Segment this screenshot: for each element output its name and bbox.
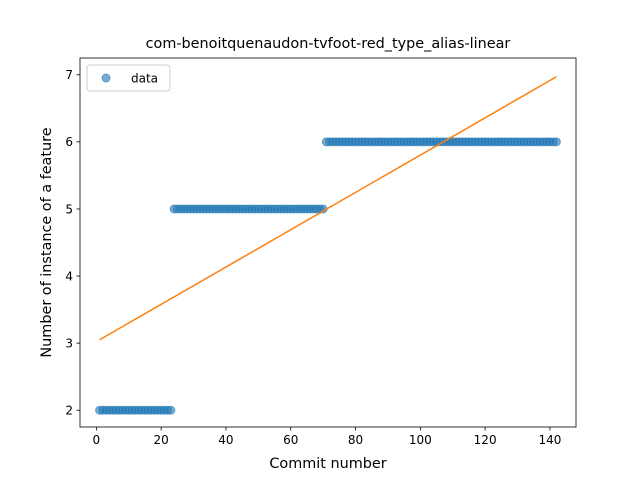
legend-marker — [101, 73, 111, 83]
x-tick-label: 80 — [348, 433, 363, 447]
x-axis-label: Commit number — [269, 456, 386, 472]
x-tick-label: 120 — [474, 433, 497, 447]
plot-area — [95, 76, 561, 415]
x-tick-label: 60 — [283, 433, 298, 447]
data-point — [551, 137, 561, 147]
axes-frame — [79, 57, 577, 428]
y-tick-label: 7 — [65, 68, 73, 82]
legend: data — [86, 64, 171, 92]
y-tick-label: 6 — [65, 135, 73, 149]
x-tick-label: 0 — [93, 433, 101, 447]
x-tick-label: 20 — [154, 433, 169, 447]
y-tick-label: 5 — [65, 202, 73, 216]
x-tick-label: 40 — [218, 433, 233, 447]
legend-label: data — [131, 72, 158, 86]
y-axis-label: Number of instance of a feature — [39, 127, 55, 357]
chart-title: com-benoitquenaudon-tvfoot-red_type_alia… — [146, 36, 511, 52]
y-tick-label: 4 — [65, 269, 73, 283]
x-tick-label: 140 — [538, 433, 561, 447]
y-tick-label: 2 — [65, 404, 73, 418]
axes: 0 20 40 60 80 100 120 140 2 3 4 5 6 7 — [65, 57, 577, 447]
legend-box — [86, 64, 171, 92]
y-tick-label: 3 — [65, 336, 73, 350]
fit-line — [99, 76, 557, 341]
x-tick-label: 100 — [409, 433, 432, 447]
data-point — [166, 405, 176, 415]
